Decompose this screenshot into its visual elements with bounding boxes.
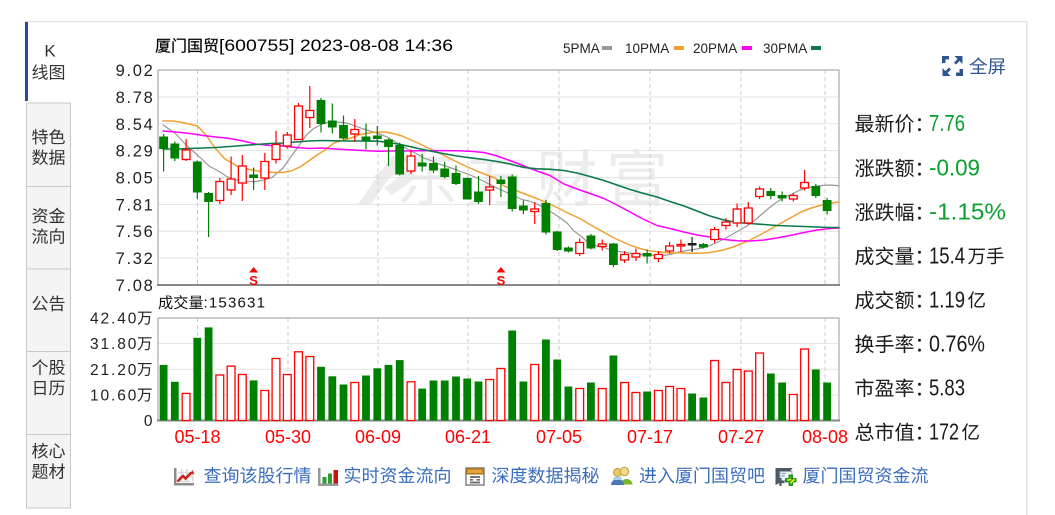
svg-text:07-17: 07-17 [627, 427, 673, 447]
svg-text:42.40: 42.40 [90, 311, 138, 328]
svg-text:30PMA: 30PMA [763, 41, 807, 56]
svg-text:S: S [497, 273, 506, 288]
svg-text:9.02: 9.02 [116, 62, 155, 80]
svg-text:08-08: 08-08 [802, 427, 848, 447]
svg-text:06-09: 06-09 [355, 427, 401, 447]
svg-text:05-18: 05-18 [174, 427, 220, 447]
svg-text:8.05: 8.05 [116, 170, 155, 188]
svg-text:0.76%: 0.76% [929, 330, 985, 356]
svg-text:0: 0 [144, 413, 153, 430]
svg-text:06-21: 06-21 [445, 427, 491, 447]
svg-text:1.19: 1.19 [929, 286, 965, 312]
svg-text:[600755] 2023-08-08 14:36: [600755] 2023-08-08 14:36 [219, 37, 453, 55]
svg-text:15.4: 15.4 [929, 242, 965, 268]
svg-text:K: K [44, 42, 56, 61]
svg-text:172: 172 [929, 418, 959, 444]
svg-text:31.80: 31.80 [90, 336, 138, 353]
svg-text:-1.15%: -1.15% [929, 198, 1006, 224]
svg-text:21.20: 21.20 [90, 362, 138, 379]
svg-text:8.54: 8.54 [116, 116, 155, 134]
svg-text:8.78: 8.78 [116, 89, 155, 107]
svg-text:05-30: 05-30 [265, 427, 311, 447]
svg-text:20PMA: 20PMA [693, 41, 737, 56]
svg-text:7.08: 7.08 [116, 277, 155, 295]
svg-text:8.29: 8.29 [116, 143, 155, 161]
svg-text:5.83: 5.83 [929, 374, 965, 400]
svg-text:10.60: 10.60 [90, 387, 138, 404]
svg-text::153631: :153631 [204, 295, 267, 312]
svg-text:7.81: 7.81 [116, 196, 155, 214]
svg-text:5PMA: 5PMA [563, 41, 600, 56]
svg-text:7.76: 7.76 [929, 110, 965, 136]
svg-text:S: S [249, 273, 258, 288]
svg-text:7.56: 7.56 [116, 223, 155, 241]
svg-text:-0.09: -0.09 [929, 154, 980, 180]
svg-text:7.32: 7.32 [116, 250, 155, 268]
svg-text:07-05: 07-05 [536, 427, 582, 447]
svg-text:07-27: 07-27 [718, 427, 764, 447]
svg-text:10PMA: 10PMA [625, 41, 669, 56]
